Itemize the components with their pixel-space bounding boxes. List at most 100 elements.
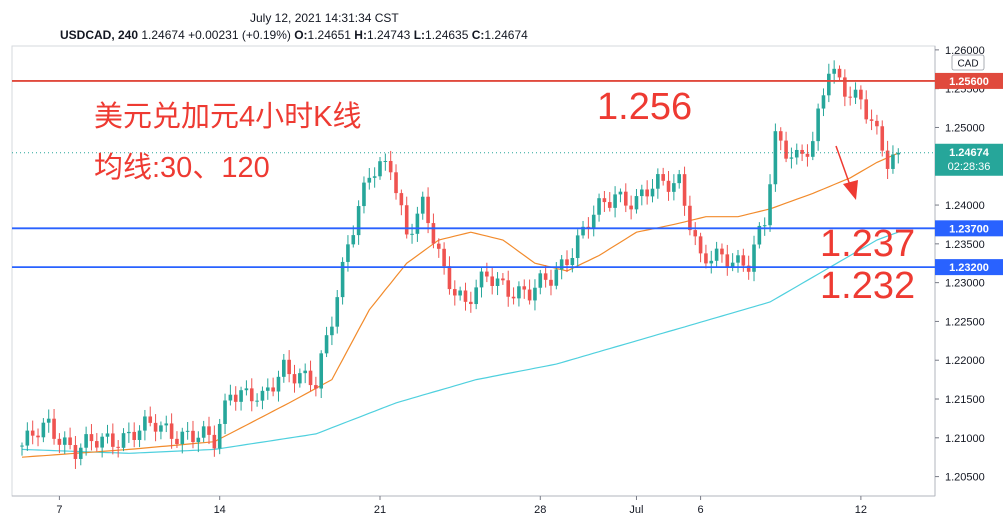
low-value: 1.24635 xyxy=(425,28,469,42)
candle-body xyxy=(522,286,527,290)
candle-body xyxy=(137,430,142,440)
candle-body xyxy=(298,373,302,384)
candle-body xyxy=(837,68,842,78)
candle-body xyxy=(420,196,425,214)
y-tick-label: 1.25000 xyxy=(945,122,985,134)
candle-body xyxy=(533,287,537,301)
x-tick-label: 7 xyxy=(56,504,62,516)
candle-body xyxy=(768,184,772,226)
candle-body xyxy=(25,430,30,446)
candle-body xyxy=(800,149,804,154)
candle-body xyxy=(52,418,56,439)
candle-body xyxy=(73,445,78,459)
high-value: 1.24743 xyxy=(366,28,411,42)
candle-body xyxy=(843,77,847,97)
candle-body xyxy=(880,126,885,151)
price-level-badge-1 xyxy=(935,220,1003,237)
candle-body xyxy=(720,248,724,255)
candle-body xyxy=(255,400,259,402)
candle-body xyxy=(340,261,345,298)
close-label: C: xyxy=(471,28,485,42)
candle-body xyxy=(442,248,446,267)
candle-body xyxy=(607,202,612,208)
candle-body xyxy=(634,196,639,210)
candle-body xyxy=(383,160,388,162)
candle-body xyxy=(511,296,516,299)
candle-body xyxy=(143,416,147,431)
candle-body xyxy=(597,198,601,215)
candle-body xyxy=(292,374,297,384)
candle-body xyxy=(778,131,783,141)
price-level-label-2: 1.23200 xyxy=(949,262,989,274)
candle-body xyxy=(201,426,206,438)
candle-body xyxy=(704,253,708,264)
price-level-badge-2 xyxy=(935,259,1003,276)
candle-body xyxy=(810,141,815,157)
candle-body xyxy=(463,290,468,302)
candle-body xyxy=(314,385,318,389)
candle-body xyxy=(650,188,655,197)
candle-body xyxy=(212,434,217,449)
candle-body xyxy=(575,235,580,259)
candle-body xyxy=(362,182,366,207)
candle-body xyxy=(319,353,324,389)
candle-body xyxy=(506,280,511,297)
y-tick-label: 1.23000 xyxy=(945,278,985,290)
x-tick-label: 28 xyxy=(534,504,546,516)
ma-120-line xyxy=(21,231,899,454)
candle-body xyxy=(495,278,500,286)
candle-body xyxy=(554,269,559,286)
candle-body xyxy=(265,387,270,391)
annotation-resistance: 1.256 xyxy=(597,86,692,128)
candle-body xyxy=(661,174,665,181)
y-tick-label: 1.21500 xyxy=(945,394,985,406)
high-label: H: xyxy=(354,28,367,42)
candle-body xyxy=(602,198,607,203)
candle-body xyxy=(591,214,596,229)
candle-body xyxy=(287,359,291,375)
candle-body xyxy=(324,335,329,354)
header-datetime: July 12, 2021 14:31:34 CST xyxy=(250,11,399,25)
annotation-support-2: 1.232 xyxy=(820,265,915,307)
candle-body xyxy=(490,276,495,286)
candle-body xyxy=(132,431,137,440)
candle-body xyxy=(244,388,249,391)
candle-body xyxy=(399,193,404,206)
candle-body xyxy=(308,370,313,386)
candle-body xyxy=(111,433,115,447)
candle-body xyxy=(618,191,623,195)
candle-body xyxy=(875,120,879,127)
candle-body xyxy=(565,259,569,266)
candle-body xyxy=(30,430,35,436)
y-tick-label: 1.26000 xyxy=(945,45,985,57)
candle-body xyxy=(832,68,836,74)
candle-body xyxy=(378,161,382,177)
candle-body xyxy=(239,390,243,402)
candle-body xyxy=(656,174,660,189)
candle-body xyxy=(351,235,356,245)
candle-body xyxy=(68,437,72,446)
candle-body xyxy=(404,205,409,235)
candle-body xyxy=(57,438,62,445)
y-tick-label: 1.23500 xyxy=(945,239,985,251)
candle-body xyxy=(249,388,254,402)
candle-body xyxy=(891,154,895,169)
candle-body xyxy=(89,434,94,442)
header-ohlc: USDCAD, 240 1.24674 +0.00231 (+0.19%) O:… xyxy=(60,28,528,42)
symbol-label: USDCAD, 240 xyxy=(60,28,139,42)
currency-badge xyxy=(951,54,985,71)
currency-label: CAD xyxy=(957,59,978,70)
candle-body xyxy=(623,191,628,206)
candle-body xyxy=(223,400,227,424)
close-value: 1.24674 xyxy=(484,28,528,42)
candle-body xyxy=(121,433,126,448)
candle-body xyxy=(46,418,51,423)
candle-body xyxy=(447,266,452,290)
y-tick-label: 1.21000 xyxy=(945,433,985,445)
candle-body xyxy=(330,326,334,336)
candle-body xyxy=(666,180,671,192)
candle-body xyxy=(714,248,719,261)
arrow-head xyxy=(843,180,858,200)
candle-body xyxy=(84,434,88,448)
